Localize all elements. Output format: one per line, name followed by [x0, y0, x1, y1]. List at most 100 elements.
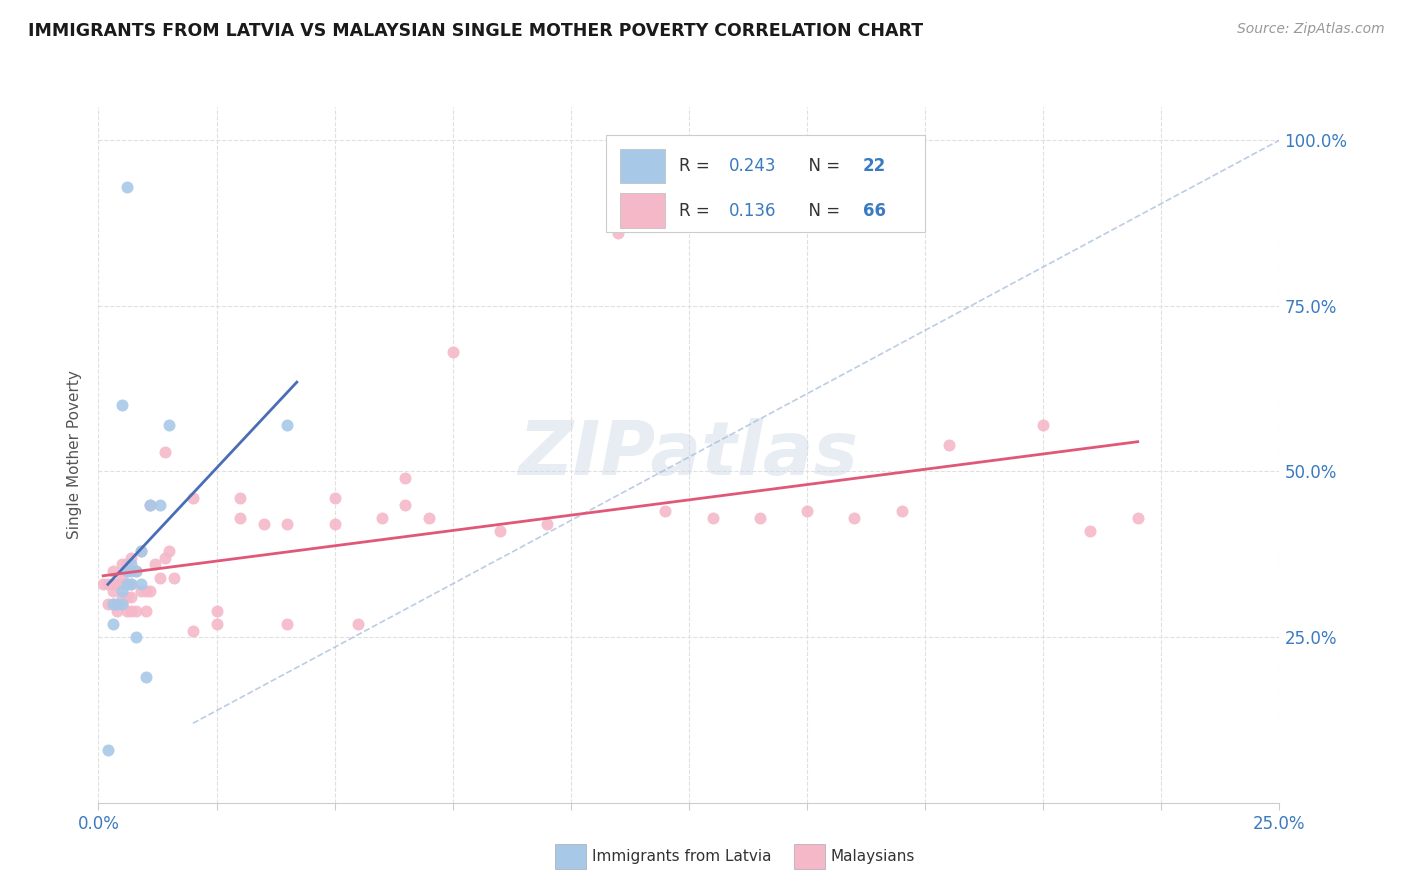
Point	[135, 604, 157, 618]
Point	[129, 577, 152, 591]
Text: Malaysians: Malaysians	[831, 849, 915, 863]
Text: 22: 22	[862, 157, 886, 175]
Point	[129, 583, 152, 598]
Point	[101, 616, 124, 631]
Point	[111, 558, 134, 572]
Point	[394, 471, 416, 485]
Point	[121, 591, 143, 605]
Point	[121, 558, 143, 572]
Point	[149, 570, 172, 584]
Point	[97, 743, 120, 757]
Point	[135, 583, 157, 598]
Point	[105, 604, 128, 618]
Point	[111, 398, 134, 412]
FancyBboxPatch shape	[606, 135, 925, 232]
Point	[139, 498, 162, 512]
Point	[938, 438, 960, 452]
Point	[125, 564, 148, 578]
FancyBboxPatch shape	[620, 149, 665, 184]
Text: R =: R =	[679, 157, 716, 175]
Point	[115, 577, 138, 591]
Point	[149, 498, 172, 512]
Point	[121, 577, 143, 591]
Point	[101, 564, 124, 578]
Point	[890, 504, 912, 518]
Point	[101, 577, 124, 591]
Text: N =: N =	[797, 157, 845, 175]
Point	[97, 597, 120, 611]
Point	[1126, 511, 1149, 525]
Point	[101, 597, 124, 611]
Point	[115, 591, 138, 605]
Point	[105, 597, 128, 611]
Point	[276, 418, 298, 433]
Point	[91, 577, 114, 591]
Point	[143, 558, 166, 572]
Point	[1080, 524, 1102, 538]
Point	[163, 570, 186, 584]
Text: 0.243: 0.243	[730, 157, 776, 175]
Point	[115, 604, 138, 618]
Point	[121, 564, 143, 578]
Point	[323, 517, 346, 532]
Bar	[555, 844, 586, 869]
Point	[253, 517, 276, 532]
Point	[844, 511, 866, 525]
Point	[111, 591, 134, 605]
Point	[157, 418, 180, 433]
Point	[323, 491, 346, 505]
FancyBboxPatch shape	[620, 194, 665, 228]
Point	[139, 583, 162, 598]
Point	[115, 577, 138, 591]
Text: 0.136: 0.136	[730, 202, 776, 219]
Point	[121, 550, 143, 565]
Point	[276, 616, 298, 631]
Point	[347, 616, 370, 631]
Point	[125, 630, 148, 644]
Point	[153, 444, 176, 458]
Point	[125, 564, 148, 578]
Point	[153, 550, 176, 565]
Point	[115, 179, 138, 194]
Point	[101, 597, 124, 611]
Point	[441, 345, 464, 359]
Text: 66: 66	[862, 202, 886, 219]
Point	[1032, 418, 1054, 433]
Point	[536, 517, 558, 532]
Text: R =: R =	[679, 202, 716, 219]
Point	[97, 577, 120, 591]
Text: Source: ZipAtlas.com: Source: ZipAtlas.com	[1237, 22, 1385, 37]
Point	[181, 491, 204, 505]
Point	[205, 604, 228, 618]
Bar	[794, 844, 825, 869]
Point	[205, 616, 228, 631]
Point	[702, 511, 724, 525]
Text: N =: N =	[797, 202, 845, 219]
Point	[135, 670, 157, 684]
Point	[115, 564, 138, 578]
Point	[654, 504, 676, 518]
Point	[101, 583, 124, 598]
Point	[607, 226, 630, 240]
Point	[111, 597, 134, 611]
Point	[276, 517, 298, 532]
Point	[129, 544, 152, 558]
Point	[111, 570, 134, 584]
Point	[394, 498, 416, 512]
Point	[371, 511, 394, 525]
Text: IMMIGRANTS FROM LATVIA VS MALAYSIAN SINGLE MOTHER POVERTY CORRELATION CHART: IMMIGRANTS FROM LATVIA VS MALAYSIAN SING…	[28, 22, 924, 40]
Point	[105, 577, 128, 591]
Point	[115, 558, 138, 572]
Point	[121, 604, 143, 618]
Text: Immigrants from Latvia: Immigrants from Latvia	[592, 849, 772, 863]
Point	[748, 511, 770, 525]
Point	[418, 511, 440, 525]
Point	[229, 511, 252, 525]
Point	[125, 604, 148, 618]
Point	[796, 504, 818, 518]
Point	[139, 498, 162, 512]
Point	[229, 491, 252, 505]
Point	[489, 524, 512, 538]
Y-axis label: Single Mother Poverty: Single Mother Poverty	[67, 370, 83, 540]
Point	[181, 624, 204, 638]
